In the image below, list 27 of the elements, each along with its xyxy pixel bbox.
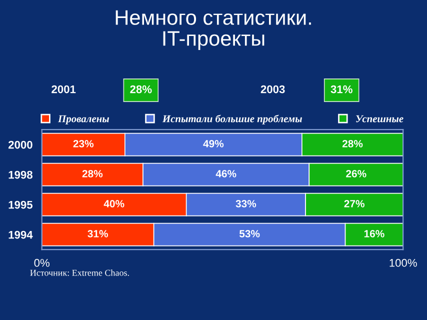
chart-title: Немного статистики. IT-проекты (116, 10, 311, 50)
y-tick-label: 2000 (8, 140, 32, 149)
data-label: 28% (82, 170, 103, 178)
data-label: 31% (88, 230, 108, 238)
y-tick-label: 1995 (8, 200, 33, 209)
data-label: 23% (73, 140, 94, 148)
legend-label: Испытали большие проблемы (162, 114, 302, 124)
data-label: 28% (342, 140, 363, 148)
x-tick-label: 0% (34, 258, 50, 267)
text: 28% (130, 85, 152, 94)
data-label: 27% (344, 200, 364, 208)
x-tick-label: 100% (390, 258, 417, 267)
text: 2001 (52, 85, 76, 94)
text: 31% (330, 85, 352, 94)
text: 2003 (260, 85, 285, 94)
data-label: 40% (104, 200, 124, 208)
text: Источник: Extreme Chaos. (30, 270, 129, 276)
legend-label: Успешные (356, 115, 404, 122)
data-label: 26% (346, 170, 366, 178)
data-label: 53% (239, 230, 260, 238)
data-label: 16% (364, 230, 384, 238)
data-label: 33% (236, 200, 256, 208)
y-tick-label: 1994 (8, 230, 33, 239)
data-label: 46% (216, 170, 236, 178)
y-tick-label: 1998 (8, 170, 32, 179)
legend-label: Провалены (58, 115, 110, 124)
data-label: 49% (203, 140, 224, 148)
